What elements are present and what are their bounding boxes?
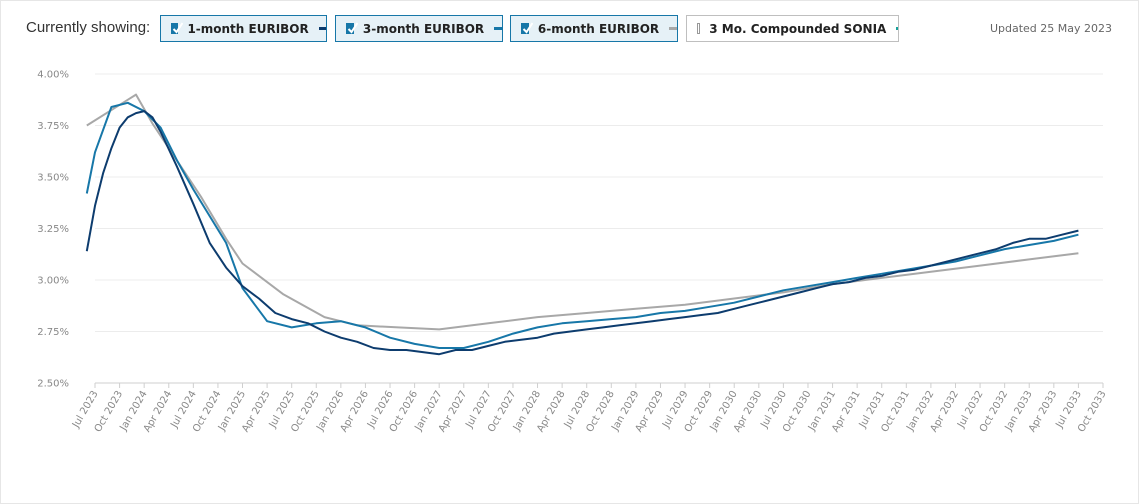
y-tick-label: 3.50% [37, 173, 69, 184]
series-line-1-month-euribor [85, 110, 1079, 356]
checkbox-checked-icon[interactable] [171, 22, 183, 34]
updated-date: Updated 25 May 2023 [989, 22, 1112, 35]
y-tick-label: 3.75% [37, 121, 69, 132]
series-color-swatch [494, 27, 502, 30]
y-tick-label: 2.75% [37, 327, 69, 338]
legend-bar: Currently showing: 1-month EURIBOR 3-mon… [0, 0, 1139, 56]
legend-label: 1-month EURIBOR [187, 21, 309, 36]
series-color-swatch [669, 27, 677, 30]
checkbox-checked-icon[interactable] [346, 22, 358, 34]
series-lines [85, 93, 1079, 356]
legend-label: 6-month EURIBOR [537, 21, 660, 36]
series-color-swatch [318, 27, 326, 30]
legend-label: 3-month EURIBOR [362, 21, 485, 36]
series-color-swatch [896, 27, 898, 30]
series-line-3-month-euribor [85, 101, 1079, 349]
grid-lines [95, 73, 1103, 384]
y-tick-label: 3.00% [37, 276, 69, 287]
y-tick-label: 4.00% [37, 70, 69, 81]
toggle-3-month-euribor[interactable]: 3-month EURIBOR [335, 15, 503, 42]
series-line-6-month-euribor [86, 93, 1079, 331]
legend-label: 3 Mo. Compounded SONIA [709, 21, 887, 36]
y-tick-label: 3.25% [37, 224, 69, 235]
toggle-1-month-euribor[interactable]: 1-month EURIBOR [160, 15, 327, 42]
currently-showing-label: Currently showing: [26, 19, 151, 36]
toggle-6-month-euribor[interactable]: 6-month EURIBOR [510, 15, 678, 42]
checkbox-unchecked-icon[interactable] [697, 23, 701, 34]
checkbox-checked-icon[interactable] [521, 22, 533, 34]
y-axis: 4.00% 3.75% 3.50% 3.25% 3.00% 2.75% 2.50% [37, 70, 69, 390]
y-tick-label: 2.50% [37, 379, 69, 390]
line-chart: 4.00% 3.75% 3.50% 3.25% 3.00% 2.75% 2.50% Jul … [37, 70, 1109, 435]
toggle-3-mo-compounded-sonia[interactable]: 3 Mo. Compounded SONIA [686, 15, 899, 42]
